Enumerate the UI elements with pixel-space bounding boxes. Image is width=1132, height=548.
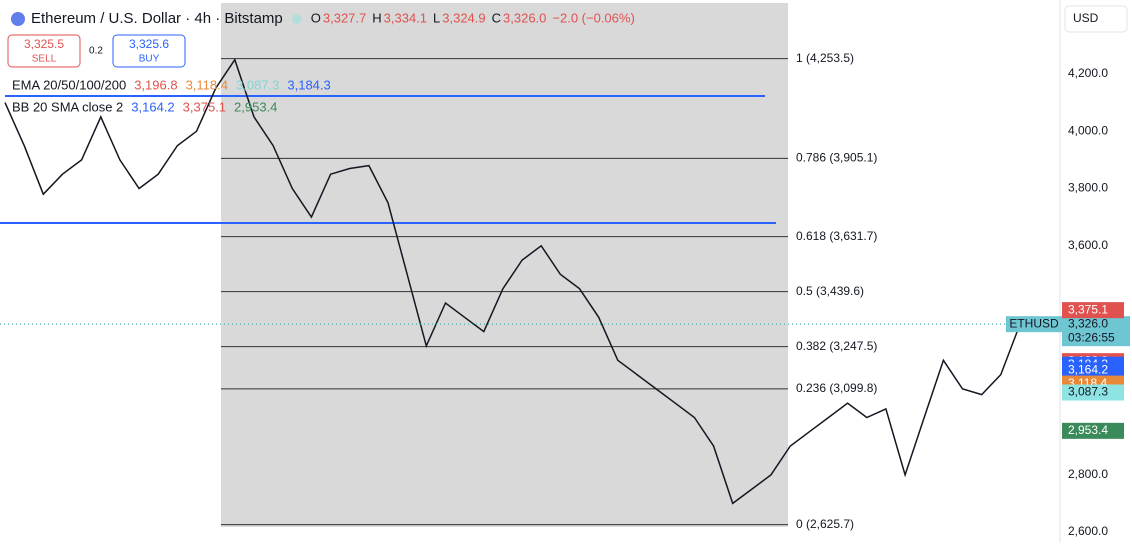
currency-label: USD [1073, 11, 1099, 25]
buy-button[interactable] [112, 34, 186, 68]
symbol-badge [1006, 316, 1062, 333]
price-badge [1062, 362, 1124, 379]
ohlc-value: 3,327.7 [323, 10, 366, 25]
price-tick-label: 3,600.0 [1068, 238, 1108, 252]
price-tick-label: 3,800.0 [1068, 181, 1108, 195]
indicator-value: 2,953.4 [234, 99, 277, 114]
price-tick-label: 2,600.0 [1068, 524, 1108, 538]
price-badge-label: 3,375.1 [1068, 302, 1108, 316]
fib-label: 0.236 (3,099.8) [796, 381, 877, 395]
buy-price: 3,325.6 [129, 37, 169, 51]
price-tick-label: 4,200.0 [1068, 66, 1108, 80]
price-badge-label: 3,087.3 [1068, 385, 1108, 399]
highlight-region [221, 3, 788, 527]
ohlc-key: H [372, 10, 381, 25]
indicator-value: 3,184.3 [287, 77, 330, 92]
fib-label: 0 (2,625.7) [796, 517, 854, 531]
price-badge [1062, 302, 1124, 319]
spread: 0.2 [89, 46, 103, 57]
symbol-title: Ethereum / U.S. Dollar · 4h · Bitstamp [31, 10, 283, 27]
fib-label: 1 (4,253.5) [796, 51, 854, 65]
fib-label: 0.618 (3,631.7) [796, 229, 877, 243]
ohlc-key: O [311, 10, 321, 25]
indicator-name: BB 20 SMA close 2 [12, 99, 123, 114]
sell-label: SELL [32, 54, 57, 65]
ohlc-key: C [492, 10, 501, 25]
symbol-badge-label: ETHUSD [1009, 316, 1059, 330]
indicator-value: 3,196.8 [134, 77, 177, 92]
price-badge [1062, 422, 1124, 439]
ohlc-value: 3,334.1 [384, 10, 427, 25]
last-price-badge [1062, 316, 1130, 347]
price-line [4, 58, 1021, 505]
ohlc-key: L [433, 10, 440, 25]
price-tick-label: 4,000.0 [1068, 123, 1108, 137]
indicator-name: EMA 20/50/100/200 [12, 77, 126, 92]
last-price-label: 3,326.0 [1068, 316, 1108, 330]
price-tick-label: 2,800.0 [1068, 467, 1108, 481]
ohlc-value: 3,324.9 [442, 10, 485, 25]
indicator-value: 3,087.3 [236, 77, 279, 92]
fib-label: 0.382 (3,247.5) [796, 339, 877, 353]
ohlc-value: 3,326.0 [503, 10, 546, 25]
indicator-value: 3,164.2 [131, 99, 174, 114]
indicator-value: 3,118.4 [186, 77, 228, 92]
fib-label: 0.5 (3,439.6) [796, 284, 864, 298]
countdown: 03:26:55 [1068, 330, 1115, 344]
symbol-icon [11, 12, 25, 26]
status-dot [291, 14, 302, 24]
price-badge-label: 3,164.2 [1068, 363, 1108, 377]
sell-price: 3,325.5 [24, 37, 64, 51]
fib-label: 0.786 (3,905.1) [796, 151, 877, 165]
indicator-value: 3,375.1 [183, 99, 226, 114]
price-badge-label: 2,953.4 [1068, 423, 1108, 437]
currency-button[interactable] [1064, 5, 1128, 33]
buy-label: BUY [139, 54, 160, 65]
sell-button[interactable] [7, 34, 81, 68]
change: −2.0 (−0.06%) [552, 10, 634, 25]
price-badge [1062, 384, 1124, 401]
